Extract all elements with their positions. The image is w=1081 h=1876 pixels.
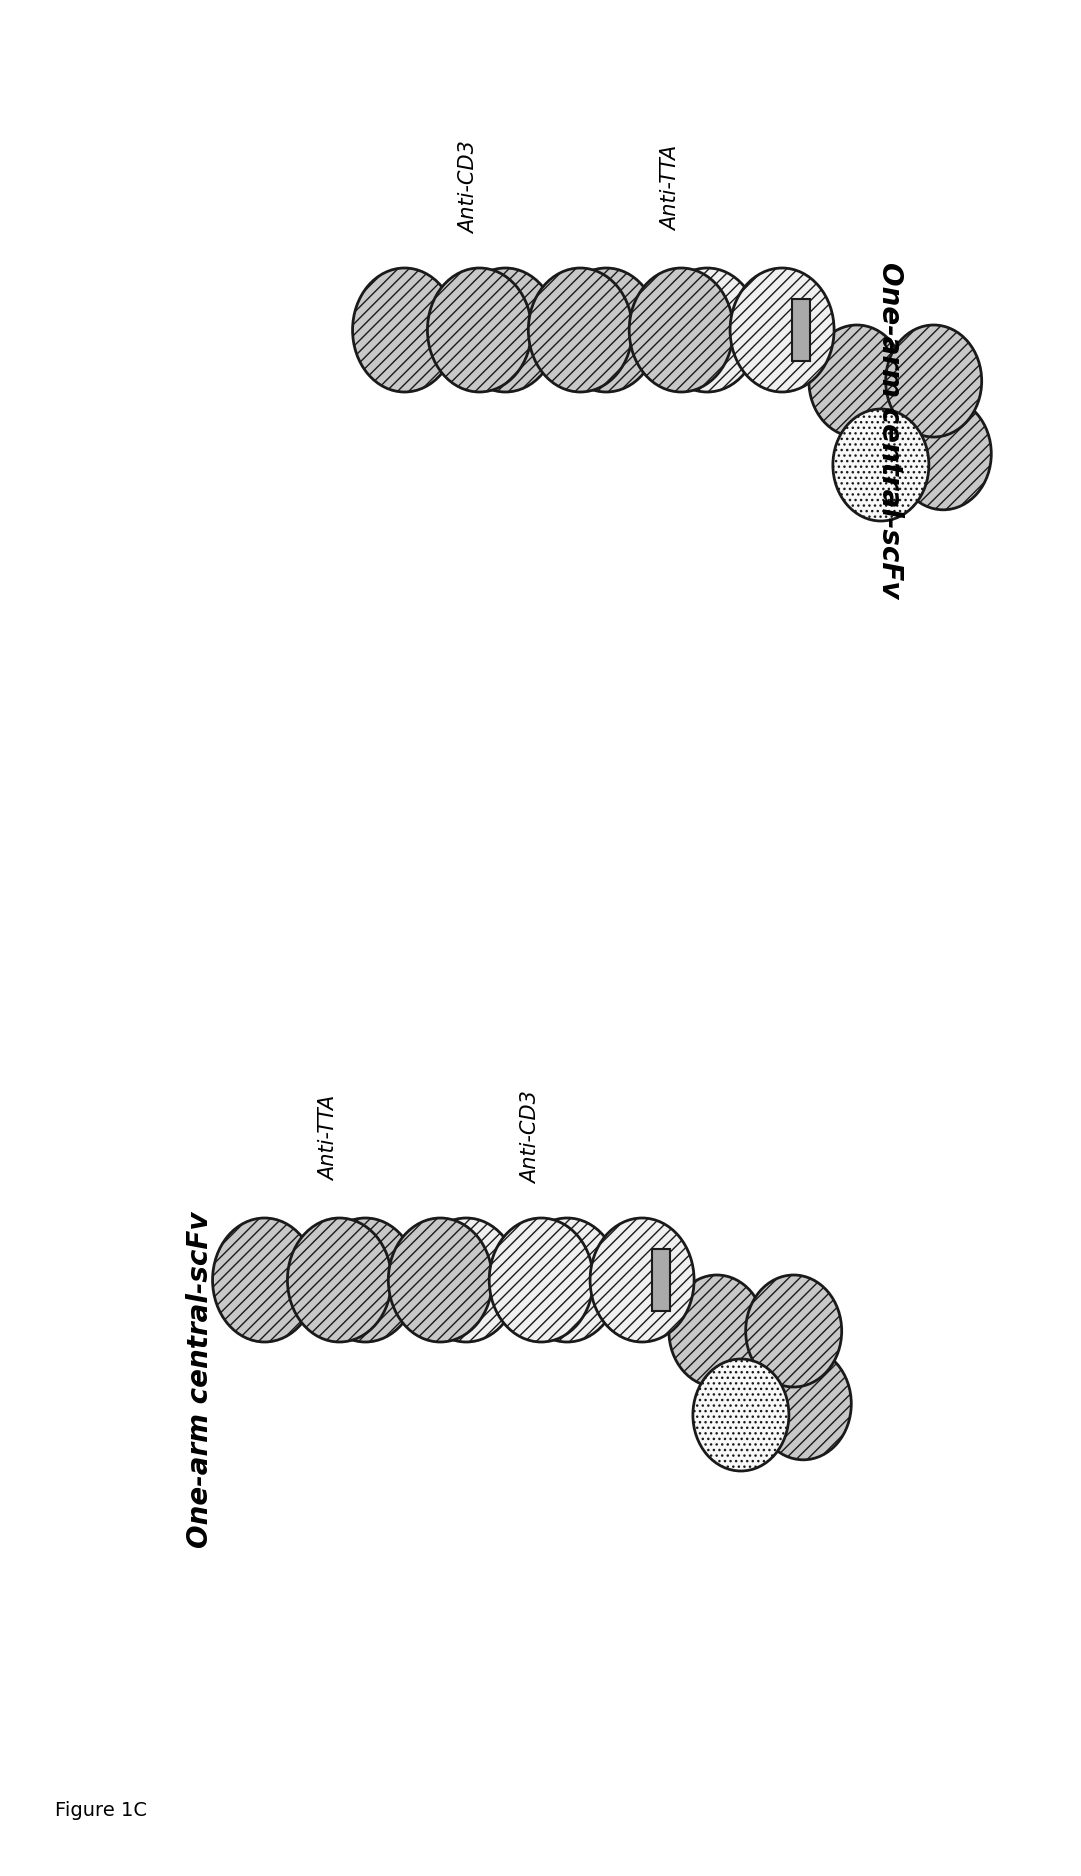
Ellipse shape [655, 268, 759, 392]
Text: One-arm central-scFv: One-arm central-scFv [876, 263, 904, 598]
Ellipse shape [809, 325, 905, 437]
Ellipse shape [555, 268, 658, 392]
Ellipse shape [490, 1218, 593, 1341]
Ellipse shape [414, 1218, 518, 1341]
Ellipse shape [693, 1358, 789, 1471]
Text: Anti-TTA: Anti-TTA [662, 144, 681, 231]
Ellipse shape [885, 325, 982, 437]
Ellipse shape [313, 1218, 417, 1341]
Bar [652, 1249, 670, 1311]
Bar [792, 298, 810, 360]
Ellipse shape [288, 1218, 391, 1341]
Ellipse shape [895, 398, 991, 510]
Ellipse shape [669, 1276, 765, 1386]
Ellipse shape [352, 268, 456, 392]
Ellipse shape [453, 268, 558, 392]
Text: Anti-CD3: Anti-CD3 [521, 1092, 542, 1184]
Ellipse shape [213, 1218, 317, 1341]
Ellipse shape [756, 1347, 851, 1460]
Ellipse shape [516, 1218, 619, 1341]
Ellipse shape [388, 1218, 492, 1341]
Text: Anti-TTA: Anti-TTA [320, 1096, 339, 1180]
Ellipse shape [746, 1276, 842, 1386]
Text: Anti-CD3: Anti-CD3 [459, 141, 480, 234]
Ellipse shape [427, 268, 532, 392]
Text: Figure 1C: Figure 1C [55, 1801, 147, 1820]
Text: One-arm central-scFv: One-arm central-scFv [186, 1212, 214, 1548]
Ellipse shape [529, 268, 632, 392]
Ellipse shape [590, 1218, 694, 1341]
Ellipse shape [629, 268, 733, 392]
Ellipse shape [832, 409, 929, 522]
Ellipse shape [730, 268, 835, 392]
